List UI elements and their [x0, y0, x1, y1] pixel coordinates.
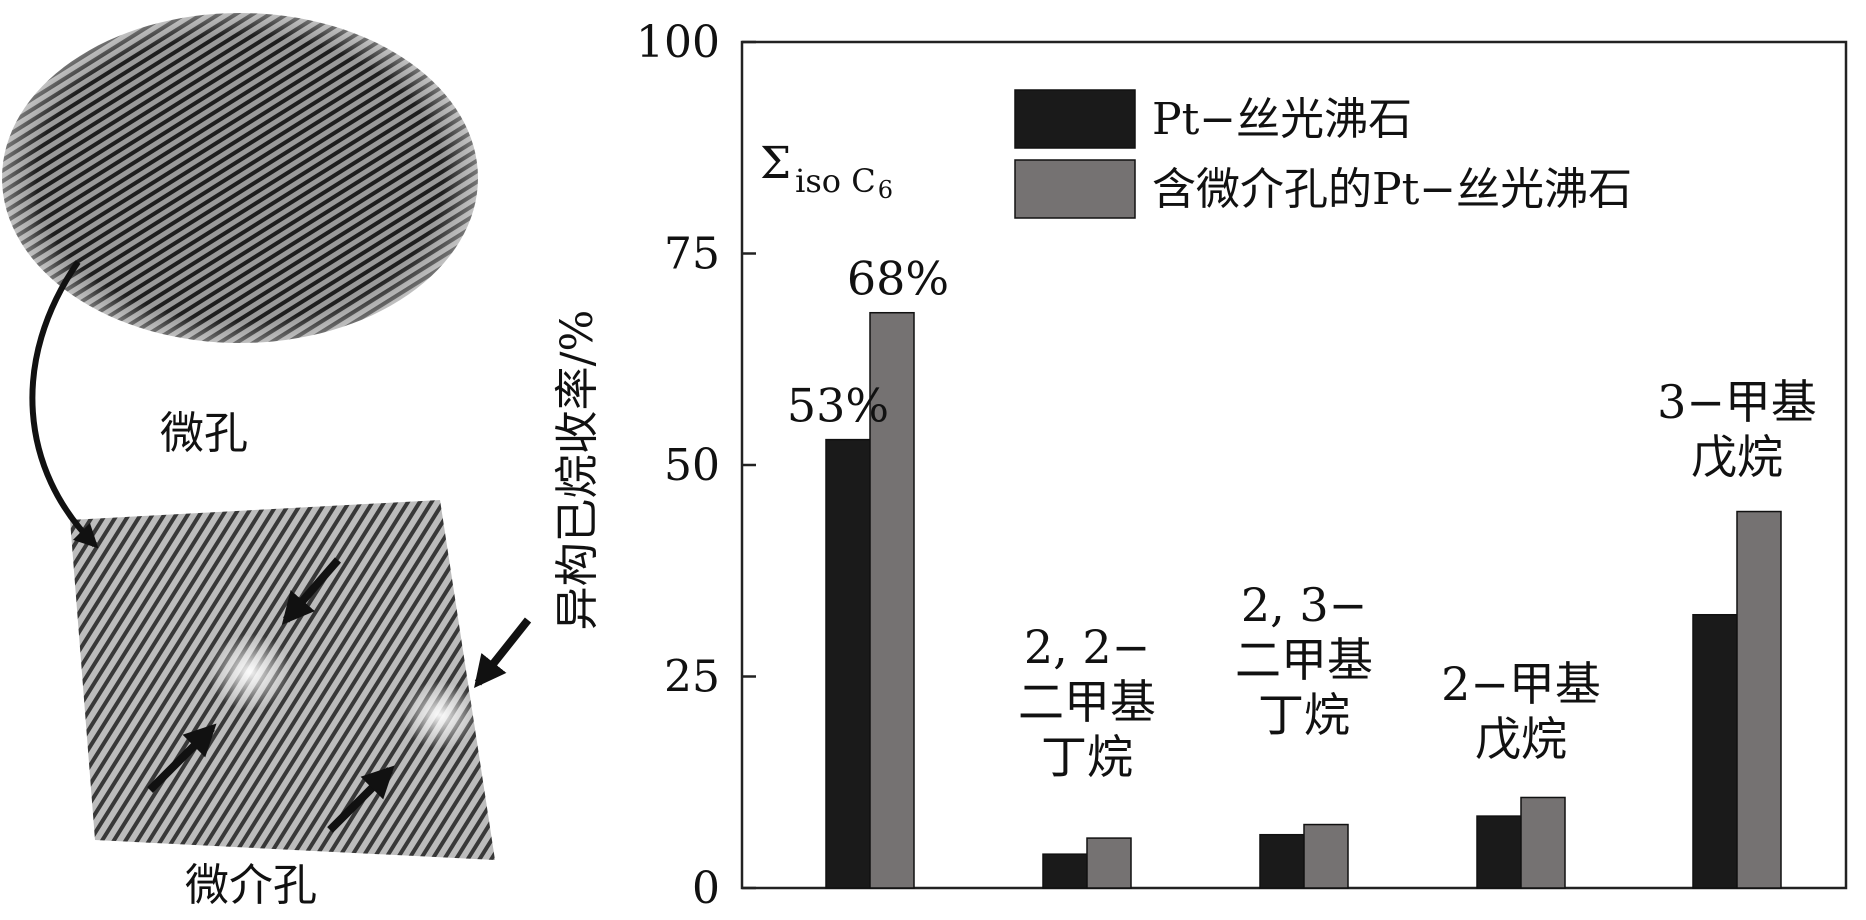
data-labels: 53% 68%	[787, 252, 949, 433]
pore-arrow-2	[147, 723, 217, 793]
category-label-3: 2−甲基	[1441, 657, 1601, 711]
pore-arrow-1	[281, 557, 342, 625]
category-label-2: 二甲基	[1235, 633, 1373, 687]
category-label-2: 丁烷	[1258, 688, 1350, 742]
transform-arrow	[29, 260, 99, 549]
category-label-1: 二甲基	[1018, 675, 1156, 729]
y-axis-label: 异构已烷收率/%	[552, 310, 603, 631]
y-tick-label: 75	[664, 229, 720, 280]
bar-s0-c3	[1476, 815, 1522, 889]
legend-swatch-1	[1014, 159, 1136, 219]
bar-s1-c0	[869, 311, 915, 889]
data-label: 68%	[847, 252, 949, 306]
bar-s1-c1	[1086, 837, 1132, 889]
micro-mesopore-image	[70, 500, 495, 860]
micro-mesopore-label: 微介孔	[185, 860, 317, 911]
category-label-1: 丁烷	[1041, 730, 1133, 784]
legend-label-0: Pt−丝光沸石	[1152, 94, 1412, 145]
y-tick-label: 100	[636, 17, 720, 68]
legend-label-1: 含微介孔的Pt−丝光沸石	[1152, 164, 1632, 215]
pore-arrow-4	[474, 617, 532, 689]
micropore-image	[0, 8, 482, 348]
y-tick-label: 25	[664, 652, 720, 703]
bar-s0-c4	[1692, 613, 1738, 889]
bar-s1-c3	[1520, 796, 1566, 889]
category-label-4: 3−甲基	[1657, 375, 1817, 429]
pore-arrow-3	[327, 765, 395, 833]
micrographs: 微孔 微介孔	[0, 8, 532, 911]
bar-s0-c0	[825, 438, 871, 889]
bars	[825, 311, 1782, 889]
category-label-3: 戊烷	[1475, 712, 1567, 766]
data-label: 53%	[787, 379, 889, 433]
bar-s1-c4	[1736, 510, 1782, 889]
y-tick-label: 50	[664, 440, 720, 491]
y-axis-ticks: 0 25 50 75 100	[636, 17, 756, 914]
category-label-4: 戊烷	[1691, 430, 1783, 484]
legend-swatch-0	[1014, 89, 1136, 149]
bar-s1-c2	[1303, 823, 1349, 889]
bar-s0-c1	[1042, 853, 1088, 889]
y-tick-label: 0	[692, 863, 720, 914]
category-label-1: 2, 2−	[1024, 620, 1150, 674]
category-label-2: 2, 3−	[1241, 578, 1367, 632]
bar-s0-c2	[1259, 833, 1305, 889]
micropore-label: 微孔	[160, 408, 248, 459]
